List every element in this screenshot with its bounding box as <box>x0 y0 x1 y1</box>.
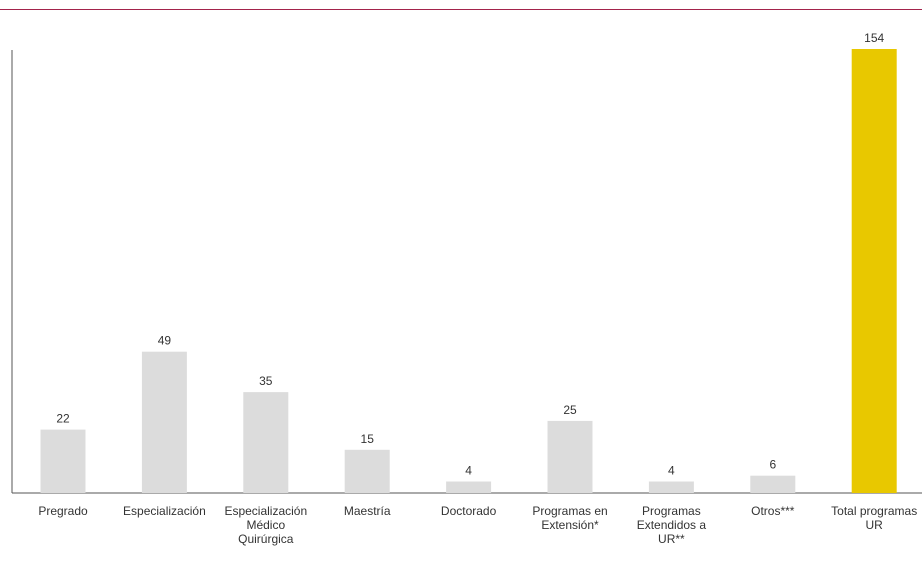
category-label: Pregrado <box>38 504 88 518</box>
bar-value-label: 49 <box>158 334 172 348</box>
top-divider <box>0 9 922 10</box>
bar-value-label: 4 <box>668 464 675 478</box>
bar-4 <box>446 481 492 493</box>
bar-value-label: 4 <box>465 464 472 478</box>
bar-0 <box>40 429 86 493</box>
bar-1 <box>141 351 187 493</box>
category-label: Otros*** <box>751 504 795 518</box>
bar-2 <box>243 392 289 493</box>
bar-8 <box>851 49 897 493</box>
category-label: Programas en Extensión* <box>532 504 608 532</box>
bar-7 <box>750 475 796 493</box>
category-label: Especialización <box>123 504 206 518</box>
bar-value-label: 22 <box>56 412 70 426</box>
bar-value-label: 15 <box>361 432 375 446</box>
bar-value-label: 6 <box>769 458 776 472</box>
category-label: Doctorado <box>440 504 497 518</box>
category-label: Especialización Médico Quirúrgica <box>224 504 308 546</box>
bar-3 <box>344 449 390 493</box>
bar-value-label: 154 <box>864 31 884 45</box>
category-label: Total programas UR <box>831 504 918 532</box>
bar-6 <box>648 481 694 493</box>
bar-value-label: 25 <box>563 403 577 417</box>
bar-5 <box>547 420 593 493</box>
bar-value-label: 35 <box>259 374 273 388</box>
category-label: Maestría <box>343 504 391 518</box>
category-label: Programas Extendidos a UR** <box>636 504 707 546</box>
